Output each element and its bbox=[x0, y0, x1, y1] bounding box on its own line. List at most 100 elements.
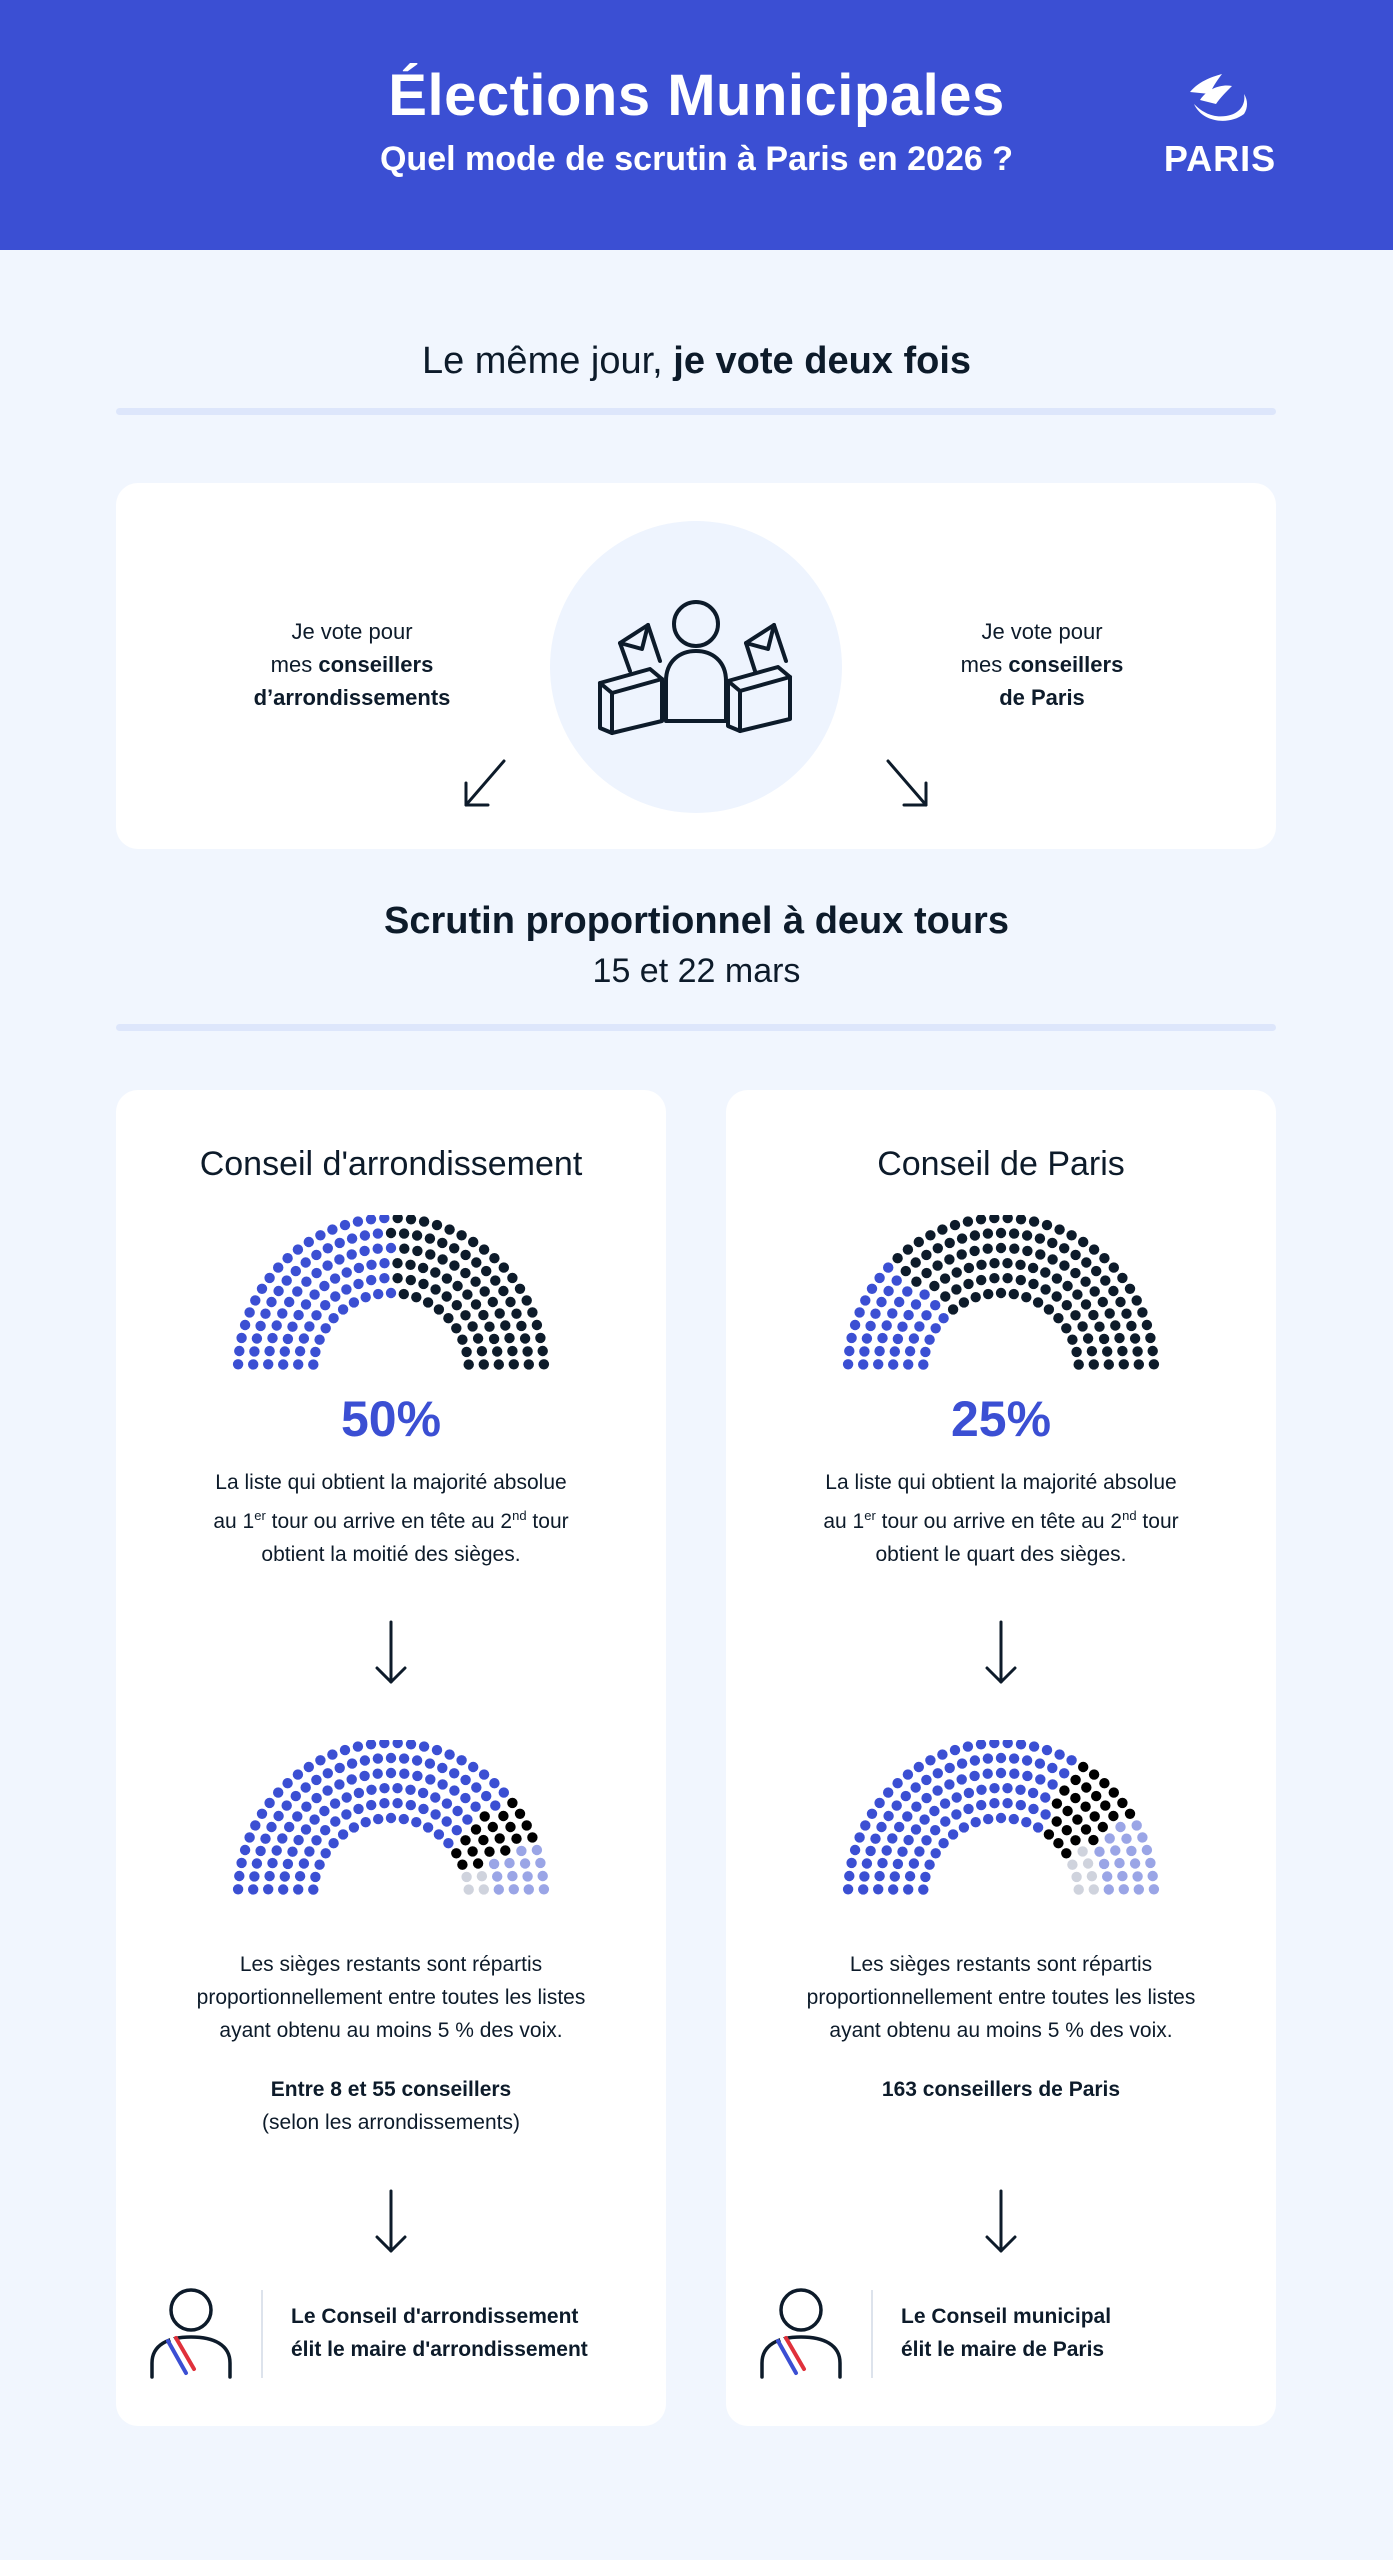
seat-dot bbox=[411, 1817, 422, 1828]
seat-dot bbox=[488, 1858, 500, 1870]
seat-dot bbox=[385, 1812, 397, 1824]
seat-dot bbox=[1041, 1744, 1053, 1756]
seat-dot bbox=[264, 1272, 275, 1284]
seat-dot bbox=[1051, 1816, 1062, 1827]
seat-dot bbox=[1028, 1741, 1040, 1752]
seat-dot bbox=[849, 1319, 861, 1331]
seat-dot bbox=[311, 1774, 322, 1786]
seat-dot bbox=[521, 1820, 532, 1831]
seat-dot bbox=[1008, 1288, 1019, 1300]
seat-dot bbox=[891, 1800, 902, 1811]
seat-dot bbox=[308, 1359, 319, 1370]
seat-dot bbox=[279, 1871, 290, 1882]
seat-dot bbox=[1118, 1884, 1129, 1895]
seat-dot bbox=[489, 1253, 500, 1264]
seat-dot bbox=[976, 1259, 987, 1270]
seat-dot bbox=[379, 1215, 390, 1224]
seat-dot bbox=[939, 1798, 951, 1809]
seat-dot bbox=[248, 1884, 259, 1895]
seat-dot bbox=[346, 1233, 358, 1244]
seat-dot bbox=[451, 1848, 462, 1859]
seat-dot bbox=[266, 1821, 277, 1833]
seat-dot bbox=[969, 1755, 981, 1766]
page-subtitle: Quel mode de scrutin à Paris en 2026 ? bbox=[379, 140, 1014, 178]
seat-dot bbox=[951, 1284, 962, 1295]
seat-dot bbox=[451, 1300, 462, 1311]
mayor-separator bbox=[871, 2290, 873, 2378]
seat-dot bbox=[412, 1770, 423, 1782]
seat-dot bbox=[341, 1792, 352, 1803]
seat-dot bbox=[976, 1274, 987, 1286]
seat-dot bbox=[348, 1822, 360, 1833]
header-banner: Élections Municipales Quel mode de scrut… bbox=[0, 0, 1393, 250]
seat-dot bbox=[1099, 1778, 1110, 1789]
paris-logo[interactable]: PARIS bbox=[1160, 70, 1280, 180]
seat-dot bbox=[476, 1346, 488, 1357]
seat-dot bbox=[1147, 1870, 1158, 1882]
seat-dot bbox=[1108, 1285, 1119, 1297]
seat-dot bbox=[341, 1809, 352, 1820]
hemicycle-bonus bbox=[232, 1215, 550, 1370]
vote-left-line1: Je vote pour bbox=[291, 619, 413, 644]
remaining-line1: Les sièges restants sont répartis bbox=[239, 1953, 543, 1976]
seat-dot bbox=[963, 1803, 974, 1815]
seat-dot bbox=[1061, 1848, 1072, 1859]
seat-dot bbox=[874, 1345, 885, 1357]
seat-dot bbox=[322, 1243, 333, 1254]
seat-dot bbox=[516, 1320, 527, 1332]
seat-dot bbox=[300, 1824, 312, 1835]
seat-dot bbox=[920, 1871, 931, 1883]
seat-dot bbox=[516, 1845, 527, 1857]
seat-dot bbox=[418, 1216, 430, 1227]
seat-dot bbox=[1015, 1799, 1026, 1811]
seat-dot bbox=[468, 1761, 479, 1773]
seat-dot bbox=[1015, 1259, 1026, 1270]
rule-line2b: tour ou arrive en tête au 2 bbox=[265, 1510, 513, 1533]
seat-dot bbox=[937, 1224, 948, 1235]
seat-dot bbox=[983, 1813, 994, 1825]
scrutin-title: Scrutin proportionnel à deux tours bbox=[384, 900, 1009, 942]
seat-dot bbox=[1086, 1346, 1098, 1357]
seat-dot bbox=[392, 1215, 403, 1224]
vote-left-text: Je vote pour mes conseillers d’arrondiss… bbox=[202, 615, 502, 714]
seat-dot bbox=[463, 1884, 474, 1895]
seat-dot bbox=[493, 1359, 504, 1370]
seat-dot bbox=[425, 1774, 436, 1785]
seat-dot bbox=[437, 1762, 448, 1774]
seat-dot bbox=[1091, 1790, 1102, 1802]
seat-dot bbox=[489, 1778, 500, 1789]
seat-dot bbox=[1061, 1323, 1072, 1334]
seat-dot bbox=[460, 1774, 471, 1786]
seat-dot bbox=[932, 1243, 943, 1254]
vote-right-line2: mes conseillers bbox=[892, 648, 1192, 681]
seat-dot bbox=[1097, 1296, 1108, 1308]
seat-dot bbox=[1015, 1274, 1026, 1286]
seat-dot bbox=[329, 1798, 341, 1809]
seat-dot bbox=[304, 1846, 315, 1857]
seat-dot bbox=[854, 1307, 865, 1318]
seat-dot bbox=[352, 1741, 364, 1752]
seat-dot bbox=[873, 1359, 884, 1370]
seat-dot bbox=[319, 1280, 330, 1292]
seat-dot bbox=[430, 1792, 441, 1803]
seat-dot bbox=[470, 1824, 482, 1835]
vote-left-line2-prefix: mes bbox=[270, 652, 319, 677]
seat-dot bbox=[1059, 1243, 1070, 1254]
seat-dot bbox=[471, 1782, 482, 1793]
seat-dot bbox=[507, 1272, 518, 1284]
seat-dot bbox=[484, 1321, 495, 1332]
seat-dot bbox=[897, 1846, 908, 1857]
seat-dot bbox=[989, 1215, 1000, 1224]
seat-dot bbox=[947, 1829, 959, 1840]
seat-dot bbox=[470, 1299, 482, 1310]
seat-dot bbox=[892, 1858, 904, 1870]
seat-dot bbox=[958, 1297, 970, 1308]
seat-dot bbox=[449, 1785, 460, 1796]
seat-dot bbox=[523, 1884, 534, 1895]
seat-dot bbox=[311, 1267, 322, 1279]
seat-dot bbox=[1121, 1308, 1132, 1319]
seat-dot bbox=[478, 1769, 490, 1780]
seat-dot bbox=[481, 1265, 492, 1277]
vote-left-line2: mes conseillers bbox=[202, 648, 502, 681]
seat-dot bbox=[1028, 1216, 1040, 1227]
